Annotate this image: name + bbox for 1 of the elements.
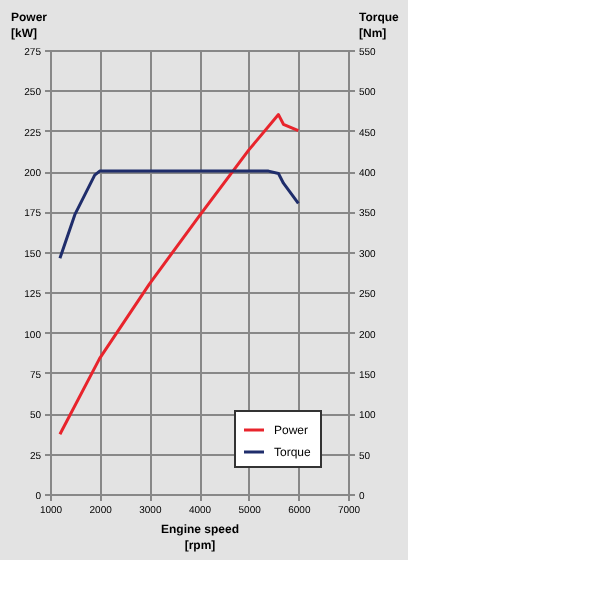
line-series	[58, 169, 300, 260]
